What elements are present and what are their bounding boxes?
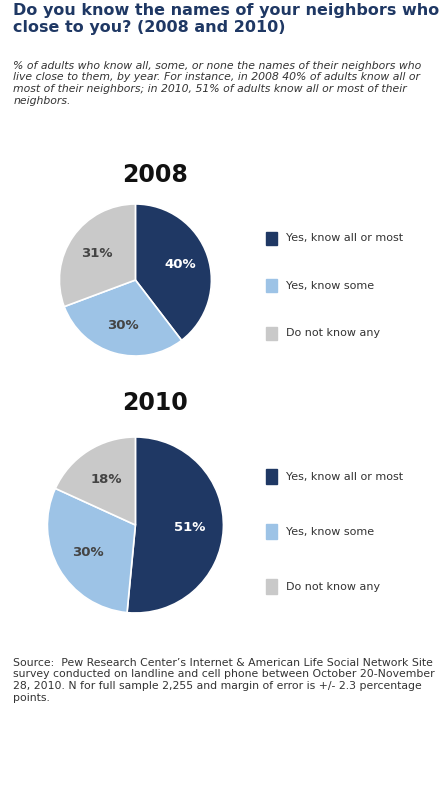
Bar	[266, 524, 277, 539]
Text: 51%: 51%	[174, 521, 206, 534]
Text: 30%: 30%	[107, 319, 138, 331]
Text: Source:  Pew Research Center’s Internet & American Life Social Network Site
surv: Source: Pew Research Center’s Internet &…	[13, 657, 435, 703]
Text: 2008: 2008	[123, 163, 188, 187]
Text: Do not know any: Do not know any	[286, 581, 380, 592]
Text: Do you know the names of your neighbors who live
close to you? (2008 and 2010): Do you know the names of your neighbors …	[13, 2, 444, 35]
Text: 30%: 30%	[72, 546, 104, 559]
Bar	[266, 579, 277, 594]
Text: % of adults who know all, some, or none the names of their neighbors who
live cl: % of adults who know all, some, or none …	[13, 61, 421, 105]
Bar	[266, 279, 277, 293]
Bar	[266, 469, 277, 485]
Text: Yes, know all or most: Yes, know all or most	[286, 233, 403, 243]
Bar	[266, 327, 277, 340]
Text: 31%: 31%	[81, 247, 112, 259]
Wedge shape	[135, 204, 211, 340]
Text: Yes, know all or most: Yes, know all or most	[286, 472, 403, 481]
Bar	[266, 232, 277, 245]
Text: Yes, know some: Yes, know some	[286, 527, 374, 537]
Text: 18%: 18%	[90, 473, 122, 485]
Wedge shape	[127, 437, 223, 613]
Wedge shape	[64, 280, 182, 356]
Text: 40%: 40%	[164, 259, 196, 271]
Wedge shape	[48, 488, 135, 613]
Wedge shape	[59, 204, 135, 307]
Text: Do not know any: Do not know any	[286, 328, 380, 338]
Text: Yes, know some: Yes, know some	[286, 281, 374, 291]
Wedge shape	[56, 437, 135, 525]
Text: 2010: 2010	[123, 390, 188, 415]
